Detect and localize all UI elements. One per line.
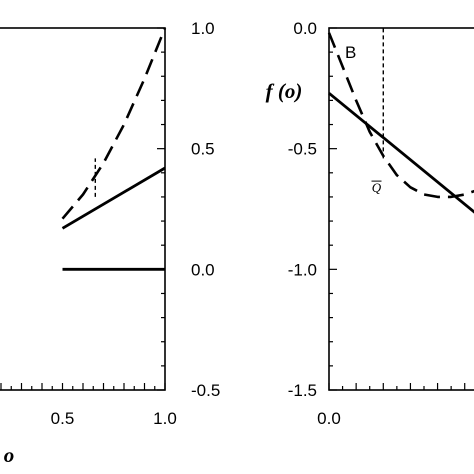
x-tick-label: 1.0 [153, 409, 177, 428]
y-tick-label: 1.0 [191, 19, 215, 38]
panel-b: 0.0-0.5-1.0-1.50.0f (o)BQ [266, 19, 474, 428]
series-line-dashed-0 [61, 27, 167, 220]
plot-frame [328, 27, 474, 391]
y-tick-label: 0.0 [293, 19, 317, 38]
y-tick-label: -1.5 [288, 381, 317, 400]
panel-a: 1.0 0.5 0.0 -0.5 0.5 1.0 o [0, 19, 220, 467]
series-line-dashed-0 [327, 32, 474, 199]
y-tick-label: 0.5 [191, 140, 215, 159]
y-tick-label: 0.0 [191, 260, 215, 279]
y-tick-label: -0.5 [288, 140, 317, 159]
y-tick-label: -0.5 [191, 381, 220, 400]
series-line-solid-1 [61, 166, 166, 230]
annotation-q-bar: Q [372, 180, 382, 195]
x-axis-label: o [4, 443, 15, 467]
y-tick-label: -1.0 [288, 260, 317, 279]
plot-frame [0, 27, 166, 391]
x-tick-label: 0.5 [51, 409, 75, 428]
series-line-solid-1 [328, 92, 474, 214]
x-tick-label: 0.0 [317, 409, 341, 428]
y-axis-label: f (o) [266, 79, 303, 103]
panel-label: B [345, 43, 356, 62]
